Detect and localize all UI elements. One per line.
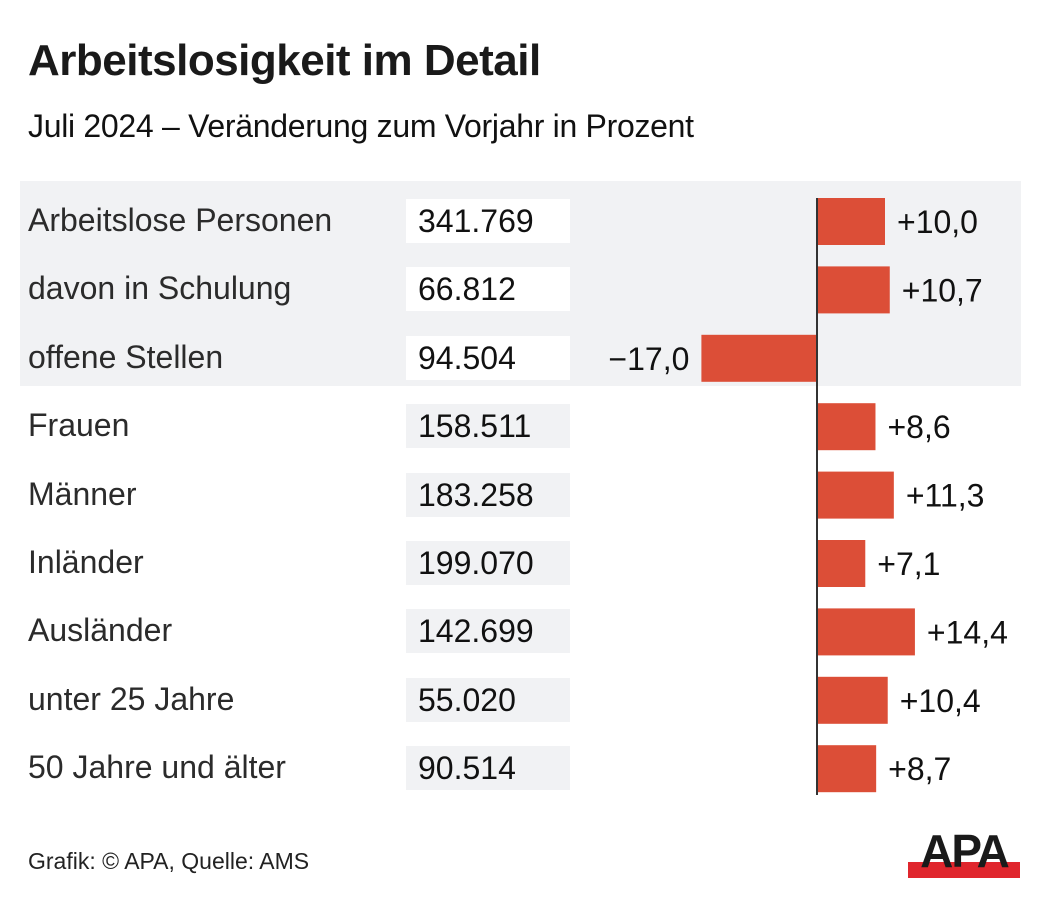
row-label: unter 25 Jahre (28, 680, 235, 717)
row-label: Arbeitslose Personen (28, 202, 333, 238)
row-label: offene Stellen (28, 338, 224, 375)
absolute-value: 199.070 (418, 545, 534, 581)
bar (817, 540, 866, 587)
apa-logo-text: APA (920, 830, 1008, 877)
bar (817, 676, 888, 724)
bar-value-label: −17,0 (608, 341, 689, 377)
absolute-value-cell: 158.511 (406, 404, 570, 449)
absolute-value-cell: 183.258 (406, 472, 570, 517)
bar (817, 471, 894, 519)
apa-logo-red-band (908, 862, 1020, 878)
absolute-value-cell: 341.769 (406, 199, 570, 243)
absolute-value: 142.699 (418, 613, 534, 650)
chart-title: Arbeitslosigkeit im Detail (28, 36, 541, 85)
absolute-value-cell: 94.504 (406, 335, 570, 380)
absolute-value: 55.020 (418, 681, 516, 718)
row-label: Frauen (28, 407, 130, 444)
absolute-value-cell: 142.699 (406, 609, 570, 654)
bar (817, 745, 877, 793)
absolute-value: 94.504 (418, 339, 516, 376)
absolute-value: 341.769 (418, 203, 534, 239)
row-label: Inländer (28, 544, 144, 580)
row-label: 50 Jahre und älter (28, 749, 286, 786)
absolute-value-cell: 66.812 (406, 267, 570, 312)
row-label: davon in Schulung (28, 270, 292, 307)
row-label: Ausländer (28, 612, 173, 649)
bar (817, 198, 885, 245)
bar (817, 608, 915, 656)
absolute-value: 183.258 (418, 476, 534, 513)
bar-value-label: +14,4 (927, 614, 1008, 650)
bar-value-label: +8,6 (887, 409, 950, 445)
chart-subtitle: Juli 2024 – Veränderung zum Vorjahr in P… (28, 108, 694, 144)
apa-logo: APA (908, 825, 1020, 878)
absolute-value: 66.812 (418, 271, 516, 308)
bar-value-label: +8,7 (888, 751, 951, 787)
bar (817, 403, 876, 451)
source-credit: Grafik: © APA, Quelle: AMS (28, 848, 310, 874)
bar (817, 266, 890, 314)
bar-value-label: +11,3 (906, 478, 985, 514)
absolute-value-cell: 199.070 (406, 541, 570, 585)
absolute-value-cell: 90.514 (406, 746, 570, 791)
bar-value-label: +7,1 (877, 546, 940, 582)
bar-value-label: +10,0 (897, 204, 978, 240)
row-label: Männer (28, 475, 137, 512)
absolute-value-cell: 55.020 (406, 677, 570, 722)
absolute-value: 90.514 (418, 750, 516, 787)
bar (701, 334, 817, 382)
absolute-value: 158.511 (418, 408, 532, 445)
bar-value-label: +10,7 (902, 272, 983, 308)
bar-value-label: +10,4 (900, 683, 981, 719)
